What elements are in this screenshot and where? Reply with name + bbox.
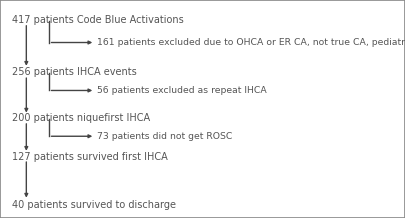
Text: 417 patients Code Blue Activations: 417 patients Code Blue Activations [12, 15, 184, 25]
Text: 161 patients excluded due to OHCA or ER CA, not true CA, pediatricCA, or DNAR: 161 patients excluded due to OHCA or ER … [97, 38, 405, 47]
Text: 256 patients IHCA events: 256 patients IHCA events [12, 67, 137, 77]
Text: 200 patients niquefirst IHCA: 200 patients niquefirst IHCA [12, 113, 150, 123]
Text: 56 patients excluded as repeat IHCA: 56 patients excluded as repeat IHCA [97, 86, 267, 95]
Text: 40 patients survived to discharge: 40 patients survived to discharge [12, 200, 176, 210]
Text: 73 patients did not get ROSC: 73 patients did not get ROSC [97, 132, 232, 141]
Text: 127 patients survived first IHCA: 127 patients survived first IHCA [12, 152, 168, 162]
